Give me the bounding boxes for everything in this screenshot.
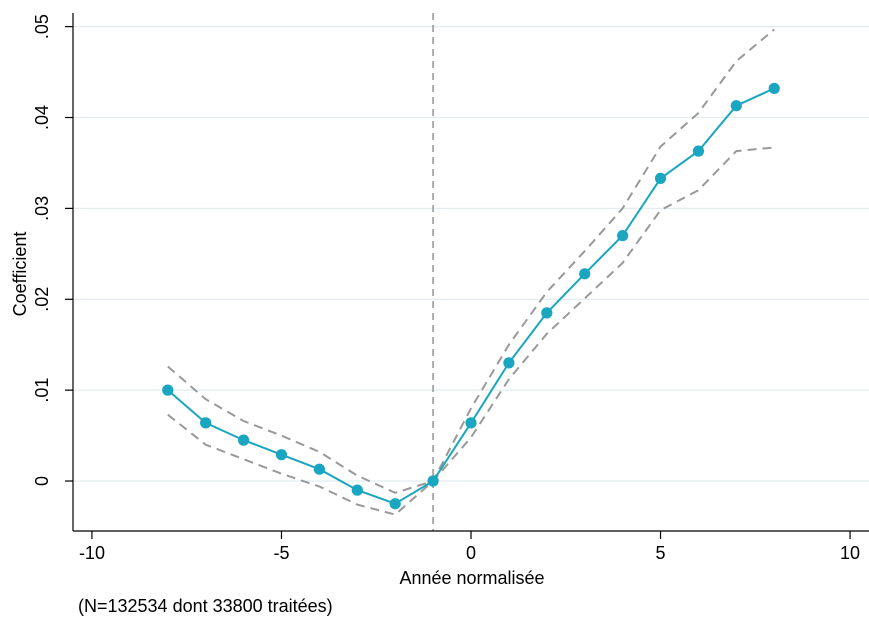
x-tick-label: 5 bbox=[656, 543, 666, 563]
estimate-line bbox=[167, 87, 775, 505]
data-point bbox=[389, 498, 401, 510]
data-point bbox=[351, 484, 363, 496]
y-tick-label: .02 bbox=[32, 287, 52, 312]
x-tick-label: 10 bbox=[840, 543, 860, 563]
sample-size-note: (N=132534 dont 33800 traitées) bbox=[78, 596, 333, 616]
x-axis-title: Année normalisée bbox=[399, 568, 544, 588]
data-point bbox=[768, 82, 780, 95]
confidence-interval-lines bbox=[167, 28, 775, 516]
data-point bbox=[692, 145, 705, 157]
data-point bbox=[465, 417, 477, 429]
y-tick-label: .03 bbox=[32, 196, 52, 221]
data-point bbox=[617, 230, 629, 242]
data-point bbox=[541, 307, 553, 319]
data-point bbox=[237, 434, 250, 446]
y-tick-label: .04 bbox=[32, 105, 52, 130]
data-point bbox=[313, 463, 325, 475]
x-tick-label: -10 bbox=[79, 543, 105, 563]
y-axis-ticks: 0 .01 .02 .03 .04 .05 bbox=[32, 14, 73, 486]
lower-ci-line bbox=[167, 146, 775, 516]
y-tick-label: .05 bbox=[32, 14, 52, 39]
data-point bbox=[654, 172, 667, 184]
data-point bbox=[579, 268, 591, 280]
y-tick-label: 0 bbox=[32, 476, 52, 486]
x-tick-label: -5 bbox=[273, 543, 289, 563]
data-point bbox=[730, 100, 742, 112]
x-tick-label: 0 bbox=[466, 543, 476, 563]
data-point bbox=[503, 357, 515, 369]
data-point bbox=[427, 475, 439, 487]
y-axis-title: Coefficient bbox=[10, 232, 30, 317]
y-tick-label: .01 bbox=[32, 378, 52, 403]
data-point bbox=[200, 417, 212, 429]
axes bbox=[72, 13, 869, 532]
upper-ci-line bbox=[167, 28, 775, 494]
gridlines bbox=[73, 26, 869, 482]
data-point bbox=[275, 449, 288, 461]
data-point bbox=[162, 384, 174, 396]
estimate-series bbox=[162, 82, 780, 510]
x-axis-ticks: -10 -5 0 5 10 bbox=[79, 531, 860, 563]
